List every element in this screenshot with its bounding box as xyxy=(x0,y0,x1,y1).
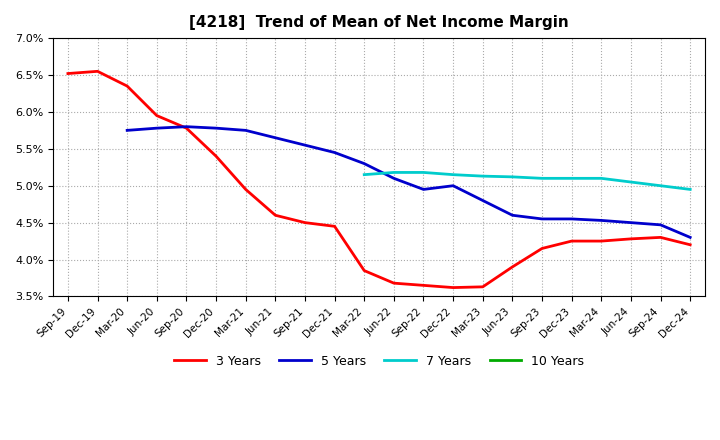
7 Years xyxy=(390,170,398,175)
3 Years xyxy=(567,238,576,244)
5 Years xyxy=(449,183,457,188)
5 Years xyxy=(390,176,398,181)
5 Years xyxy=(153,125,161,131)
7 Years xyxy=(626,180,635,185)
Line: 5 Years: 5 Years xyxy=(127,127,690,238)
3 Years xyxy=(93,69,102,74)
5 Years xyxy=(508,213,517,218)
3 Years xyxy=(271,213,279,218)
7 Years xyxy=(419,170,428,175)
5 Years xyxy=(241,128,250,133)
7 Years xyxy=(567,176,576,181)
5 Years xyxy=(330,150,339,155)
7 Years xyxy=(479,173,487,179)
3 Years xyxy=(390,281,398,286)
5 Years xyxy=(301,143,310,148)
Line: 7 Years: 7 Years xyxy=(364,172,690,189)
5 Years xyxy=(123,128,132,133)
3 Years xyxy=(538,246,546,251)
Legend: 3 Years, 5 Years, 7 Years, 10 Years: 3 Years, 5 Years, 7 Years, 10 Years xyxy=(169,350,589,373)
5 Years xyxy=(212,125,220,131)
3 Years xyxy=(419,283,428,288)
5 Years xyxy=(182,124,191,129)
5 Years xyxy=(419,187,428,192)
7 Years xyxy=(656,183,665,188)
3 Years xyxy=(686,242,695,247)
3 Years xyxy=(597,238,606,244)
3 Years xyxy=(241,187,250,192)
5 Years xyxy=(479,198,487,203)
3 Years xyxy=(182,125,191,131)
3 Years xyxy=(449,285,457,290)
5 Years xyxy=(656,222,665,227)
5 Years xyxy=(271,135,279,140)
3 Years xyxy=(330,224,339,229)
3 Years xyxy=(153,113,161,118)
3 Years xyxy=(212,154,220,159)
7 Years xyxy=(508,174,517,180)
7 Years xyxy=(360,172,369,177)
3 Years xyxy=(479,284,487,290)
3 Years xyxy=(626,236,635,242)
7 Years xyxy=(449,172,457,177)
5 Years xyxy=(538,216,546,222)
7 Years xyxy=(686,187,695,192)
5 Years xyxy=(567,216,576,222)
3 Years xyxy=(123,84,132,89)
3 Years xyxy=(63,71,72,76)
3 Years xyxy=(360,268,369,273)
7 Years xyxy=(597,176,606,181)
7 Years xyxy=(538,176,546,181)
Title: [4218]  Trend of Mean of Net Income Margin: [4218] Trend of Mean of Net Income Margi… xyxy=(189,15,569,30)
5 Years xyxy=(597,218,606,223)
5 Years xyxy=(360,161,369,166)
5 Years xyxy=(626,220,635,225)
3 Years xyxy=(508,264,517,270)
3 Years xyxy=(301,220,310,225)
5 Years xyxy=(686,235,695,240)
3 Years xyxy=(656,235,665,240)
Line: 3 Years: 3 Years xyxy=(68,71,690,288)
